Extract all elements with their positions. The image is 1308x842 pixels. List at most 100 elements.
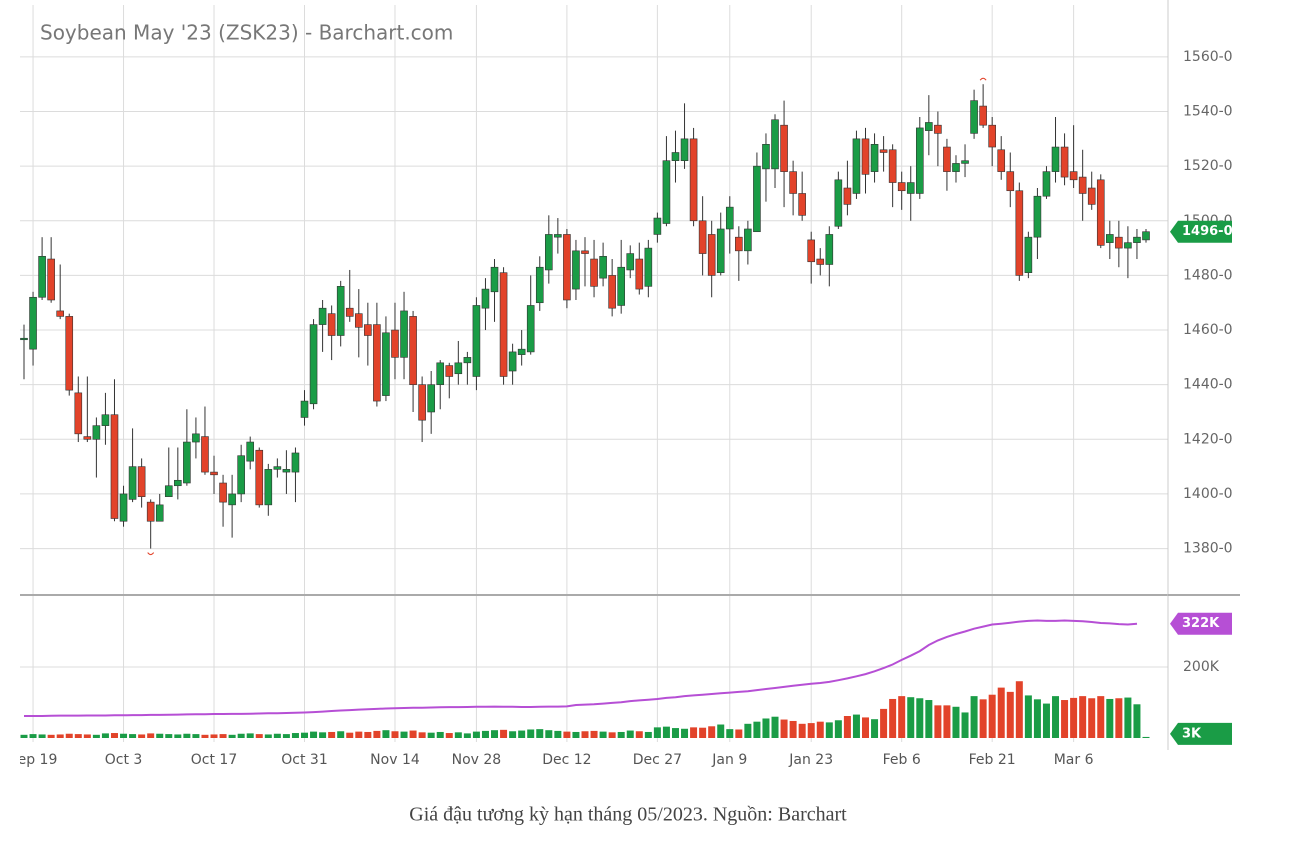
candle-body [707, 234, 716, 276]
y-tick-label: 1400-0 [1183, 486, 1233, 502]
candle-body [228, 493, 236, 506]
volume-bar [671, 728, 679, 738]
candle-body [318, 307, 327, 325]
candle-body [282, 469, 291, 473]
chart-title: Soybean May '23 (ZSK23) - Barchart.com [40, 21, 453, 45]
volume-bar [481, 730, 489, 738]
candle-body [291, 452, 300, 473]
x-tick-label: Feb 6 [883, 752, 921, 768]
volume-bar [843, 716, 851, 738]
candle-body [535, 266, 544, 304]
candle-body [273, 466, 282, 470]
candle-body [391, 329, 399, 358]
volume-bar [264, 734, 272, 738]
candle-body [762, 144, 770, 170]
candle-body [1133, 236, 1141, 243]
x-tick-label: Sep 19 [9, 752, 58, 768]
volume-bar [825, 722, 833, 738]
plot-area: Sep 19 Oct 3 Oct 17 Oct 31 Nov 14 Nov 28 Dec 1… [9, 5, 1168, 768]
oi-badge-label: 322K [1182, 616, 1220, 631]
x-tick-label: Dec 27 [633, 752, 682, 768]
low-marker [147, 552, 155, 556]
candle-body [246, 441, 255, 462]
volume-bar [219, 734, 227, 738]
candle-body [825, 234, 834, 265]
volume-bar [1142, 736, 1150, 738]
volume-bar [237, 733, 245, 738]
volume-bar [1133, 704, 1141, 738]
candle-body [219, 482, 227, 503]
candle-body [1106, 234, 1114, 243]
volume-bar [780, 719, 788, 738]
candle-body [137, 466, 146, 497]
volume-bar [391, 731, 399, 738]
volume-bar [454, 732, 462, 738]
volume-bar [246, 733, 254, 738]
candle-body [662, 160, 671, 224]
candle-body [943, 146, 951, 172]
candle-body [563, 234, 571, 301]
candle-body [1069, 171, 1078, 181]
volume-bar [472, 731, 480, 738]
volume-bar [690, 727, 698, 738]
volume-bar [255, 734, 263, 738]
x-tick-label: Jan 23 [788, 752, 833, 768]
volume-bar [228, 734, 236, 738]
candle-body [364, 324, 372, 336]
candle-body [409, 316, 417, 385]
candle-body [517, 348, 526, 355]
volume-bar [201, 734, 209, 738]
candle-body [508, 351, 517, 372]
volume-bar [509, 731, 517, 738]
volume-bar [979, 699, 987, 738]
candle-body [852, 138, 861, 194]
candle-body [119, 493, 128, 522]
volume-bar [328, 731, 336, 738]
candle-body [725, 206, 734, 230]
volume-bar [500, 729, 508, 738]
volume-bar [129, 734, 137, 738]
volume-bar [273, 733, 281, 738]
candle-body [952, 163, 960, 172]
volume-bar [373, 730, 381, 738]
volume-bar [1033, 699, 1041, 738]
candle-body [427, 384, 435, 413]
candle-body [336, 286, 345, 336]
candle-body [915, 127, 924, 194]
candle-body [807, 239, 816, 263]
volume-badge-label: 3K [1182, 726, 1202, 741]
volume-bar [210, 734, 218, 738]
volume-bar [400, 731, 408, 738]
volume-bar [798, 723, 806, 738]
candle-body [192, 433, 200, 443]
volume-bar [74, 734, 82, 738]
volume-bar [726, 729, 734, 738]
candle-body [716, 228, 725, 273]
volume-bar [1042, 703, 1050, 738]
volume-bar [889, 698, 897, 738]
candle-body [689, 138, 698, 222]
volume-bar [29, 734, 37, 738]
volume-bar [916, 698, 924, 738]
volume-bar [56, 734, 64, 738]
candle-body [925, 122, 933, 131]
volume-bar [789, 720, 797, 738]
volume-bar [961, 712, 969, 738]
candle-body [47, 258, 55, 301]
volume-bar [717, 724, 725, 738]
volume-bar [38, 734, 46, 738]
x-tick-label: Feb 21 [969, 752, 1016, 768]
candle-body [771, 119, 779, 170]
y-tick-label: 1520-0 [1183, 158, 1233, 174]
volume-bar [644, 731, 652, 738]
candle-body [445, 365, 454, 377]
candle-body [481, 288, 490, 309]
high-marker [979, 77, 987, 81]
x-tick-label: Oct 31 [281, 752, 327, 768]
volume-bar [925, 700, 933, 738]
volume-bar [427, 732, 435, 738]
candle-body [155, 504, 164, 522]
volume-bar [952, 706, 960, 738]
candle-body [979, 105, 987, 126]
volume-bar [1106, 698, 1114, 738]
